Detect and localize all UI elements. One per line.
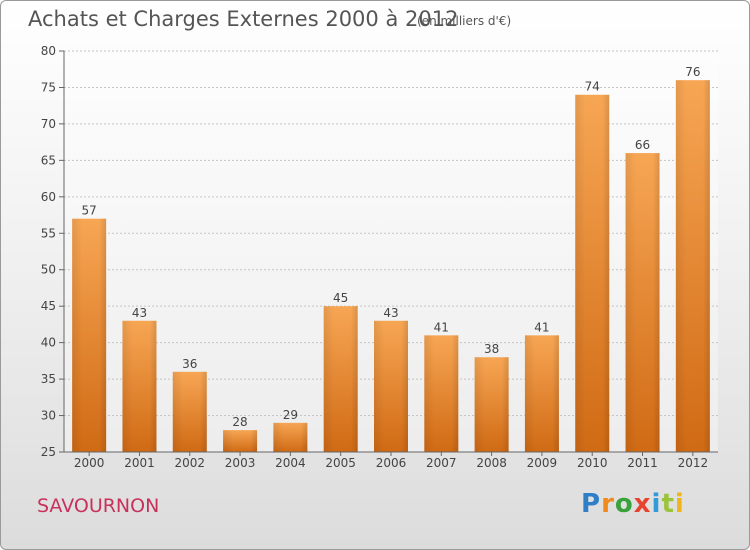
x-tick-label: 2011 [627,456,658,470]
bar-shade [273,422,308,452]
y-tick-label: 70 [41,117,56,131]
bar-shade [72,218,107,452]
x-tick-label: 2012 [678,456,709,470]
logo-letter: r [601,489,615,519]
logo-letter: i [651,489,662,519]
y-tick-label: 35 [41,372,56,386]
y-tick-label: 50 [41,263,56,277]
y-tick-label: 65 [41,153,56,167]
y-tick-label: 60 [41,190,56,204]
data-label: 66 [635,138,650,152]
bar-shade [625,153,660,452]
commune-name: SAVOURNON [37,495,160,517]
logo-letter: t [661,489,675,519]
y-tick-label: 25 [41,445,56,459]
proxiti-logo: Proxiti [581,489,685,519]
logo-letter: i [674,489,685,519]
data-label: 38 [484,342,499,356]
x-tick-label: 2006 [376,456,407,470]
x-tick-label: 2005 [325,456,356,470]
y-tick-label: 75 [41,80,56,94]
data-label: 41 [434,320,449,334]
logo-letter: P [581,489,602,519]
bar-shade [374,320,408,452]
bar-shade [675,80,710,452]
data-label: 45 [333,291,348,305]
bar-shade [323,306,358,452]
y-tick-label: 55 [41,226,56,240]
data-label: 28 [232,415,247,429]
x-tick-label: 2007 [426,456,457,470]
bars [72,80,710,452]
bar-shade [575,94,610,452]
data-label: 74 [585,80,600,94]
bar-shade [223,430,258,452]
bar-shade [474,357,509,452]
logo-letter: x [633,489,652,519]
x-tick-label: 2004 [275,456,306,470]
labels: 25 30 35 40 45 50 55 60 65 70 75 80 57 2000 43 2001 36 20… [41,44,708,470]
y-tick-label: 80 [41,44,56,58]
x-tick-label: 2001 [124,456,155,470]
bar-shade [424,335,459,452]
x-tick-label: 2009 [527,456,558,470]
x-tick-label: 2002 [174,456,205,470]
x-tick-label: 2008 [476,456,507,470]
bar-shade [122,320,157,452]
data-label: 43 [132,306,147,320]
data-label: 76 [685,65,700,79]
bar-shade [524,335,559,452]
x-tick-label: 2010 [577,456,608,470]
x-tick-label: 2003 [225,456,256,470]
data-label: 57 [82,204,97,218]
x-tick-label: 2000 [74,456,105,470]
y-tick-label: 45 [41,299,56,313]
bar-shade [172,371,207,452]
logo-letter: o [614,489,634,519]
axes [59,50,718,456]
data-label: 36 [182,357,197,371]
data-label: 43 [383,306,398,320]
y-tick-label: 40 [41,336,56,350]
chart-unit: (en milliers d'€) [417,14,512,28]
data-label: 29 [283,408,298,422]
chart-title: Achats et Charges Externes 2000 à 2012 [28,7,459,31]
data-label: 41 [534,320,549,334]
y-tick-label: 30 [41,409,56,423]
